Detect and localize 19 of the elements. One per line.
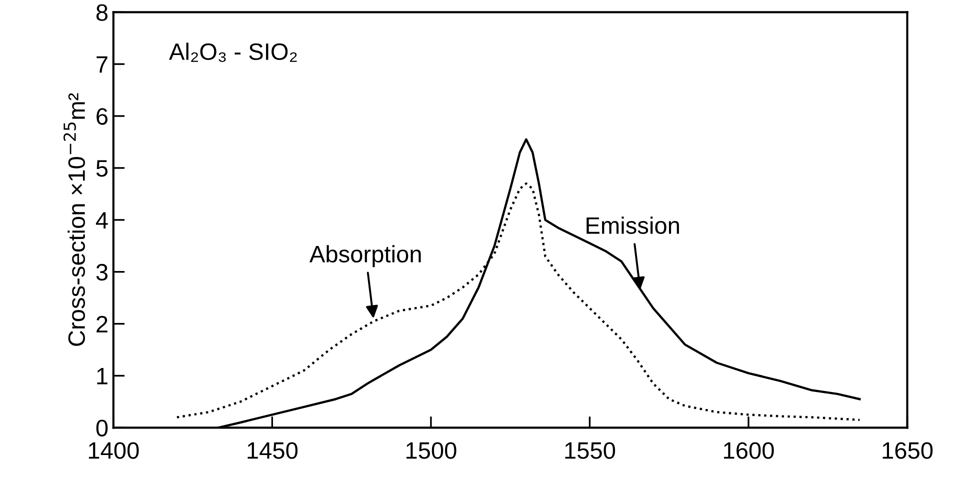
y-axis-title: Cross-section ×10$^{−25}$m² — [63, 93, 86, 346]
annotation: Emission — [586, 216, 679, 234]
y-tick-label: 8 — [96, 4, 108, 21]
x-tick-label: 1400 — [88, 442, 139, 459]
y-tick-label: 6 — [96, 108, 108, 125]
y-tick-label: 4 — [96, 212, 108, 228]
x-tick-label: 1650 — [882, 442, 933, 459]
y-tick-label: 1 — [97, 368, 108, 384]
y-tick-label: 5 — [96, 160, 108, 177]
x-tick-label: 1600 — [724, 442, 774, 459]
x-tick-label: 1550 — [565, 442, 616, 459]
y-tick-label: 2 — [96, 316, 108, 332]
x-tick-label: 1450 — [248, 442, 298, 459]
y-tick-label: 0 — [96, 420, 108, 436]
y-tick-label: 3 — [96, 264, 108, 281]
x-tick-label: 1500 — [406, 442, 456, 459]
y-tick-label: 7 — [96, 56, 108, 73]
annotation: Al₂O₃ - SIO₂ — [169, 42, 297, 62]
annotation: Absorption — [309, 245, 421, 268]
